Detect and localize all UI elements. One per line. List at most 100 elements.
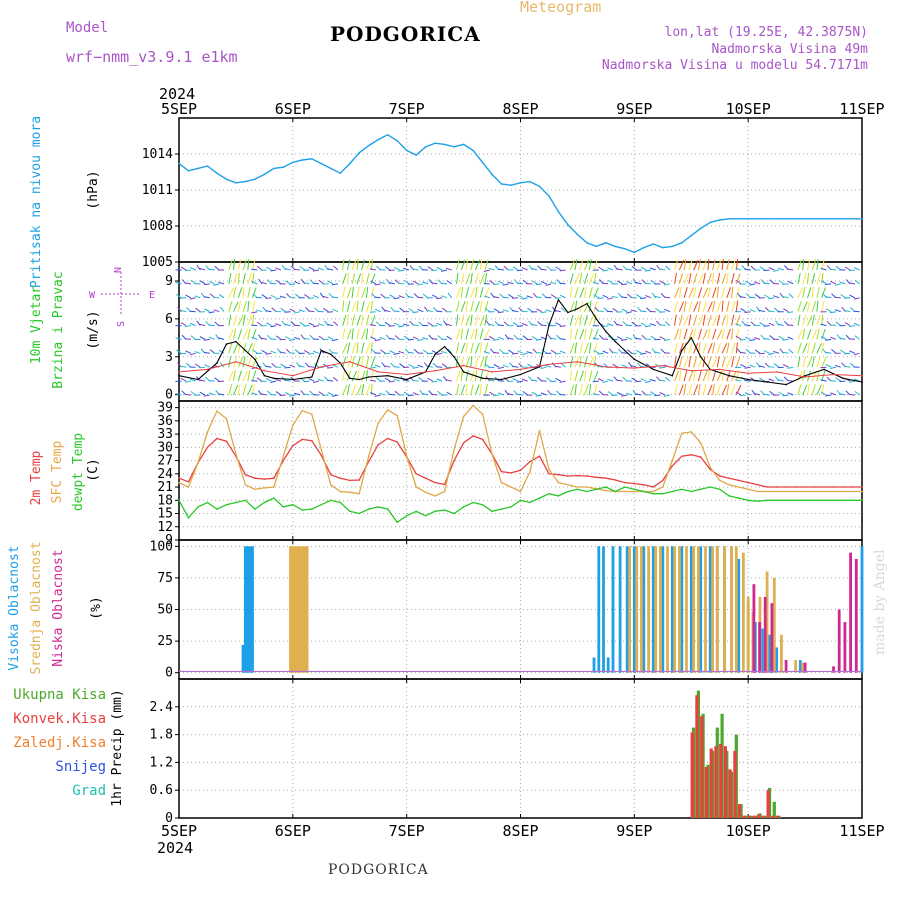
data-point-temperature (301, 409, 304, 412)
wind-arrow (683, 259, 687, 271)
data-point-wind (747, 372, 749, 375)
cloud-bar-mid (801, 662, 805, 673)
data-point-temperature (462, 442, 465, 444)
wind-arrow (431, 269, 438, 272)
data-point-temperature (254, 488, 256, 491)
wind-arrow (697, 315, 704, 326)
wind-arrow (521, 297, 528, 300)
wind-arrow (635, 337, 642, 340)
data-point-temperature (178, 481, 180, 484)
wind-arrow (474, 384, 480, 396)
wind-arrow (233, 259, 236, 271)
wind-arrow (763, 269, 770, 272)
data-point-wind (235, 340, 237, 343)
wind-arrow (716, 286, 719, 298)
data-point-temperature (832, 499, 835, 502)
panel-frame (178, 678, 863, 819)
wind-arrow (758, 352, 765, 355)
wind-arrow (655, 307, 661, 313)
wind-arrow (607, 391, 614, 396)
wind-arrow (712, 356, 718, 368)
wind-arrow (294, 392, 301, 396)
wind-arrow (613, 264, 619, 271)
data-point-temperature (671, 490, 674, 493)
data-point-temperature (671, 465, 674, 467)
x-tick-label-top: 9SEP (616, 100, 652, 118)
wind-arrow (199, 391, 206, 396)
wind-arrow (782, 283, 789, 285)
wind-arrow (678, 342, 684, 354)
wind-arrow (531, 391, 538, 396)
wind-arrow (422, 337, 429, 340)
data-point-wind (481, 377, 484, 380)
data-point-wind (804, 376, 806, 378)
data-point-pressure (358, 152, 361, 154)
wind-arrow (370, 336, 377, 340)
data-point-wind (728, 374, 730, 377)
wind-arrow (554, 352, 561, 355)
wind-arrow (735, 391, 742, 396)
wind-arrow (493, 394, 500, 397)
wind-arrow (317, 378, 324, 382)
data-point-wind (747, 378, 749, 381)
wind-arrow (275, 335, 282, 340)
wind-arrow (820, 267, 827, 271)
data-point-temperature (576, 488, 579, 491)
wind-arrow (740, 308, 747, 313)
wind-arrow (702, 329, 708, 340)
data-point-temperature (349, 491, 351, 494)
wind-arrow (502, 283, 509, 286)
cloud-bar-mid (734, 546, 738, 673)
wind-arrow (242, 314, 246, 326)
data-point-pressure (813, 218, 816, 220)
wind-arrow (693, 286, 697, 298)
wind-arrow (218, 393, 225, 396)
wind-arrow (470, 287, 476, 298)
wind-arrow (674, 314, 677, 326)
data-point-pressure (605, 242, 607, 244)
data-point-temperature (861, 486, 863, 488)
wind-arrow (247, 370, 251, 382)
data-point-temperature (282, 455, 285, 458)
wind-arrow (489, 280, 495, 285)
wind-arrow (749, 338, 756, 342)
wind-arrow (763, 294, 770, 299)
y-tick-label: 9 (165, 533, 173, 548)
wind-arrow (484, 370, 490, 382)
data-point-temperature (699, 488, 702, 491)
wind-arrow (540, 392, 547, 396)
wind-arrow (569, 273, 574, 285)
wind-arrow (773, 363, 780, 368)
precip-bar-Konvek.Kisa (704, 767, 708, 818)
data-point-temperature (225, 503, 228, 506)
data-point-temperature (349, 479, 351, 482)
wind-arrow (175, 393, 182, 396)
wind-arrow (697, 273, 704, 285)
wind-arrow (697, 342, 701, 354)
wind-arrow (735, 267, 742, 271)
data-point-wind (775, 371, 778, 373)
precip-legend-3: Snijeg (55, 759, 106, 775)
wind-arrow (361, 314, 364, 326)
wind-arrow (298, 365, 305, 368)
wind-arrow (299, 321, 305, 327)
wind-arrow (289, 338, 296, 341)
data-point-temperature (187, 481, 190, 483)
wind-arrow (579, 384, 583, 396)
wind-arrow (829, 311, 836, 314)
data-point-pressure (785, 218, 787, 220)
wind-arrow (237, 315, 244, 326)
wind-arrow (284, 379, 291, 382)
wind-arrow (370, 356, 376, 368)
wind-arrow (707, 384, 713, 396)
wind-arrow (630, 365, 637, 368)
wind-arrow (342, 300, 345, 312)
wind-arrow (361, 356, 364, 368)
data-point-temperature (187, 517, 190, 519)
wind-arrow (351, 328, 354, 340)
data-point-temperature (804, 499, 806, 502)
wind-arrow (664, 308, 671, 313)
wind-arrow (607, 297, 614, 300)
wind-arrow (674, 384, 678, 396)
wind-arrow (502, 309, 509, 313)
